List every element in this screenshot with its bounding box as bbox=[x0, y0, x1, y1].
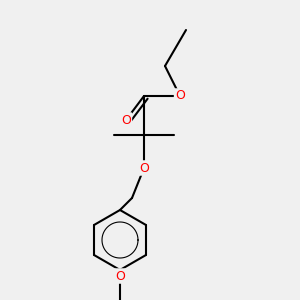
Text: O: O bbox=[175, 89, 185, 103]
Text: O: O bbox=[115, 269, 125, 283]
Text: O: O bbox=[139, 161, 149, 175]
Text: O: O bbox=[121, 113, 131, 127]
